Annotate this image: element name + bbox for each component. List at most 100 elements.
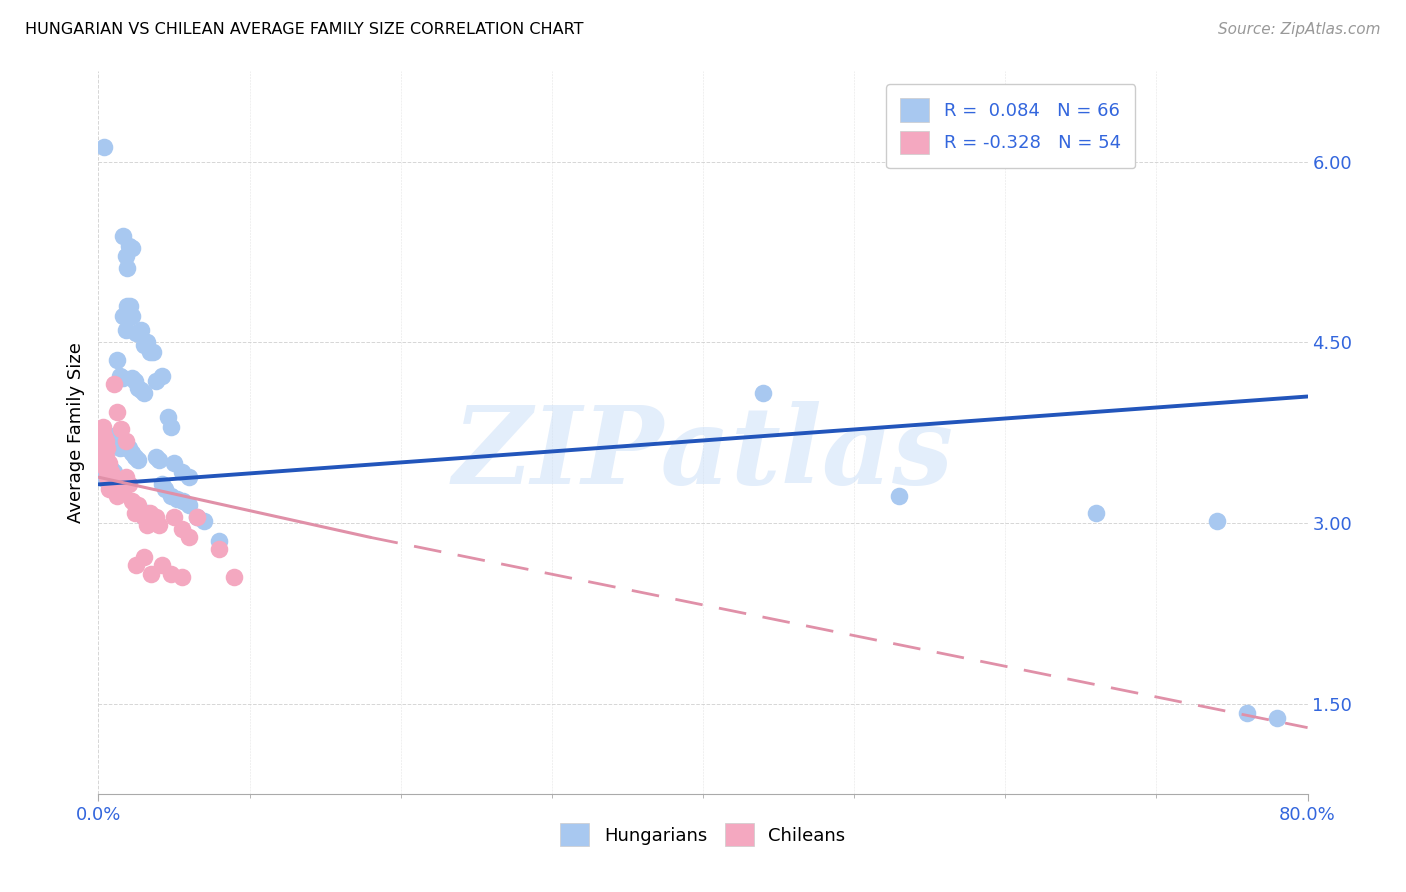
Point [105, 434, 128, 448]
Point [94, 462, 117, 476]
Point [150, 477, 173, 491]
Point [135, 335, 157, 350]
Point [124, 450, 146, 464]
Point [89, 442, 111, 456]
Text: Source: ZipAtlas.com: Source: ZipAtlas.com [1218, 22, 1381, 37]
Point [142, 510, 165, 524]
Point [186, 510, 208, 524]
Point [110, 474, 132, 488]
Point [121, 371, 143, 385]
Point [145, 374, 167, 388]
Point [103, 429, 125, 443]
Point [121, 446, 143, 460]
Point [118, 239, 141, 253]
Point [135, 518, 157, 533]
Point [98, 470, 121, 484]
Point [118, 477, 141, 491]
Point [125, 558, 148, 573]
Point [170, 570, 193, 584]
Point [170, 466, 193, 480]
Point [150, 558, 173, 573]
Point [100, 480, 122, 494]
Point [93, 470, 115, 484]
Point [160, 490, 183, 504]
Point [193, 514, 215, 528]
Legend: Hungarians, Chileans: Hungarians, Chileans [553, 816, 853, 854]
Point [148, 518, 170, 533]
Point [101, 470, 124, 484]
Point [103, 377, 125, 392]
Point [114, 470, 136, 484]
Point [111, 438, 134, 452]
Point [93, 442, 115, 456]
Point [145, 510, 167, 524]
Point [127, 381, 149, 395]
Point [93, 140, 115, 154]
Point [1085, 506, 1108, 520]
Point [100, 482, 122, 496]
Point [139, 345, 162, 359]
Point [114, 434, 136, 448]
Point [224, 570, 246, 584]
Point [142, 514, 165, 528]
Point [139, 506, 162, 520]
Point [105, 405, 128, 419]
Point [148, 453, 170, 467]
Y-axis label: Average Family Size: Average Family Size [66, 343, 84, 523]
Point [91, 419, 114, 434]
Point [156, 409, 179, 424]
Point [93, 429, 115, 443]
Point [111, 482, 134, 496]
Point [160, 566, 183, 581]
Text: HUNGARIAN VS CHILEAN AVERAGE FAMILY SIZE CORRELATION CHART: HUNGARIAN VS CHILEAN AVERAGE FAMILY SIZE… [25, 22, 583, 37]
Point [121, 241, 143, 255]
Point [96, 458, 118, 472]
Point [104, 482, 127, 496]
Point [115, 260, 138, 275]
Point [91, 458, 114, 472]
Point [145, 450, 167, 464]
Point [135, 506, 157, 520]
Point [163, 510, 186, 524]
Text: ZIPatlas: ZIPatlas [453, 401, 953, 508]
Point [115, 299, 138, 313]
Point [166, 491, 188, 506]
Point [96, 474, 118, 488]
Point [127, 453, 149, 467]
Point [121, 494, 143, 508]
Point [105, 490, 128, 504]
Point [160, 419, 183, 434]
Point [103, 466, 125, 480]
Point [111, 309, 134, 323]
Point [1206, 514, 1229, 528]
Point [889, 490, 911, 504]
Point [132, 385, 155, 400]
Point [121, 309, 143, 323]
Point [91, 450, 114, 464]
Point [752, 385, 775, 400]
Point [125, 326, 148, 340]
Point [1236, 706, 1258, 721]
Point [96, 470, 118, 484]
Point [172, 494, 194, 508]
Point [208, 533, 231, 548]
Point [132, 510, 155, 524]
Point [105, 353, 128, 368]
Point [179, 530, 201, 544]
Point [98, 456, 121, 470]
Point [114, 249, 136, 263]
Point [114, 442, 136, 456]
Point [120, 299, 142, 313]
Point [179, 470, 201, 484]
Point [132, 549, 155, 564]
Point [129, 323, 152, 337]
Point [1267, 711, 1289, 725]
Point [124, 506, 146, 520]
Point [132, 510, 155, 524]
Point [179, 498, 201, 512]
Point [90, 443, 112, 458]
Point [114, 323, 136, 337]
Point [132, 337, 155, 351]
Point [103, 477, 125, 491]
Point [110, 422, 132, 436]
